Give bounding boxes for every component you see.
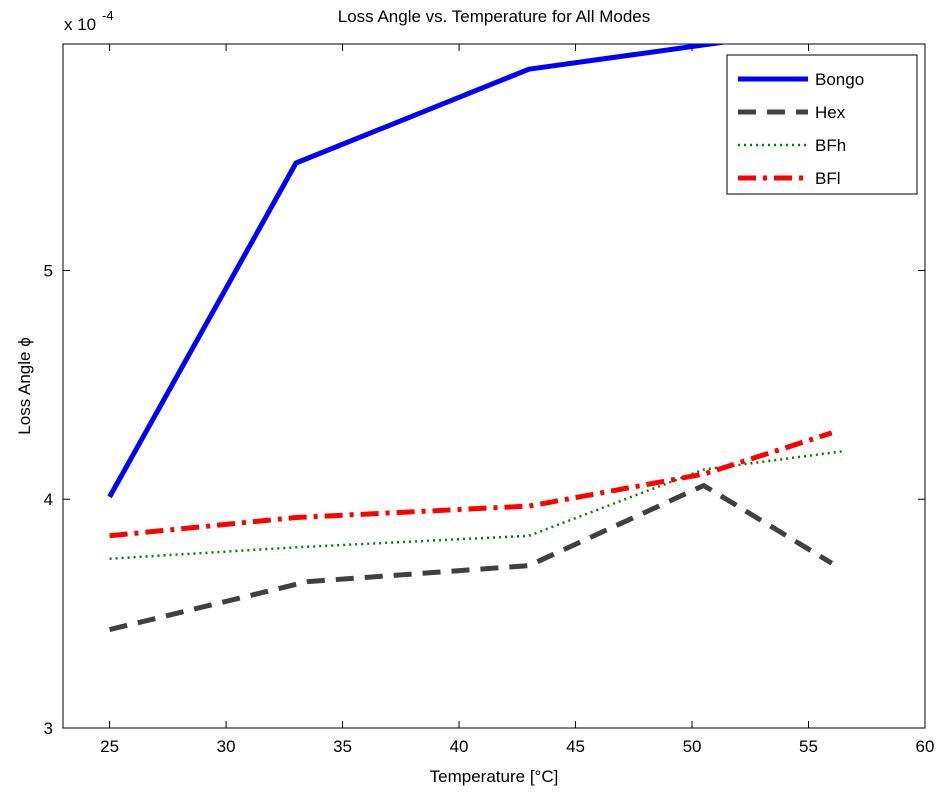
x-axis-label: Temperature [°C]: [430, 767, 559, 786]
x-tick-label: 30: [217, 737, 236, 756]
series-group: [107, 44, 844, 633]
y-tick-label: 4: [44, 490, 53, 509]
x-tick-label: 25: [100, 737, 119, 756]
series-line-bongo: [107, 44, 728, 499]
y-multiplier-base: x 10: [64, 15, 96, 34]
legend-label-bfl: BFl: [815, 169, 841, 188]
x-tick-label: 35: [333, 737, 352, 756]
y-multiplier-exponent: -4: [102, 8, 114, 23]
x-tick-label: 45: [566, 737, 585, 756]
x-tick-label: 60: [916, 737, 935, 756]
series-line-bfl: [109, 430, 833, 539]
legend-label-bongo: Bongo: [815, 70, 864, 89]
series-line-hex: [109, 483, 834, 633]
legend-label-hex: Hex: [815, 103, 846, 122]
legend: Bongo Hex BFh BFl: [726, 54, 918, 195]
y-axis-label: Loss Angle ϕ: [15, 337, 34, 434]
y-tick-label: 5: [44, 261, 53, 280]
y-tick-label: 3: [44, 719, 53, 738]
x-tick-label: 40: [450, 737, 469, 756]
chart-title: Loss Angle vs. Temperature for All Modes: [338, 7, 650, 26]
x-tick-label: 55: [799, 737, 818, 756]
x-tick-label: 50: [683, 737, 702, 756]
legend-label-bfh: BFh: [815, 136, 846, 155]
